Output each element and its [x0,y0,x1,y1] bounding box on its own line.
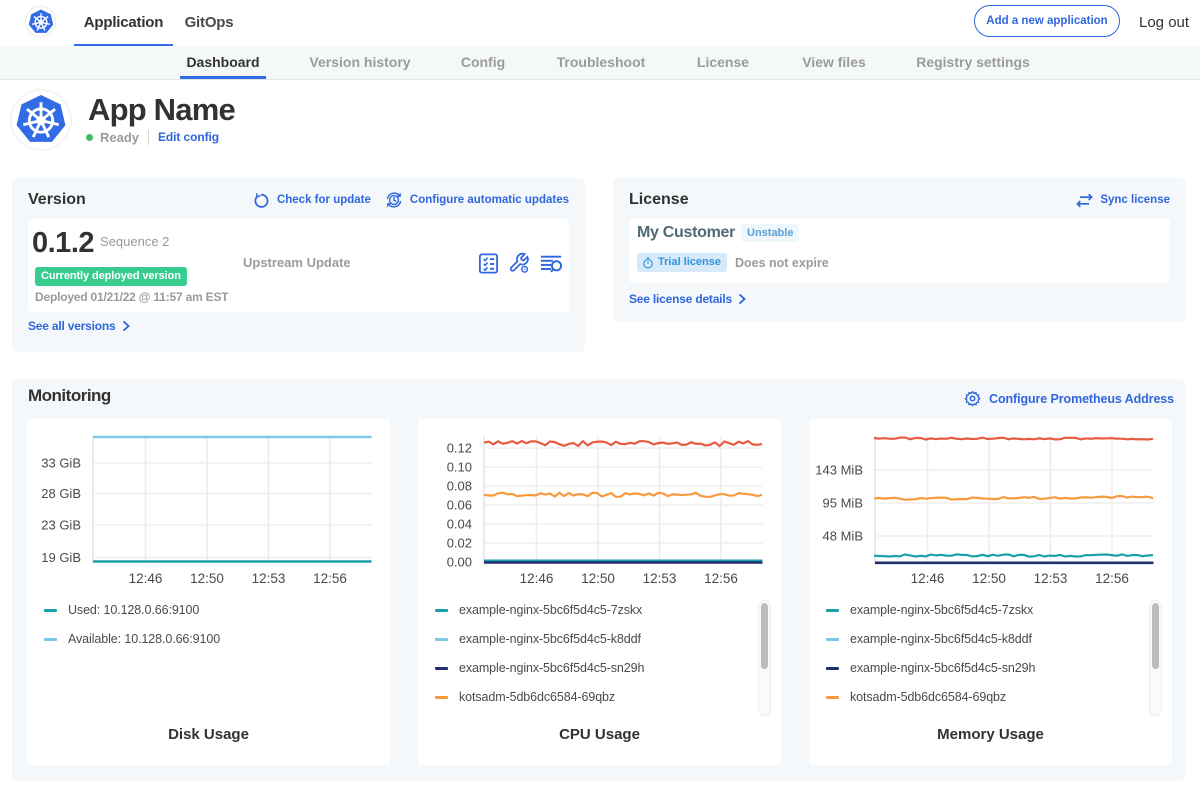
svg-text:33 GiB: 33 GiB [41,456,81,471]
svg-text:12:50: 12:50 [581,571,615,586]
svg-text:12:56: 12:56 [313,571,347,586]
svg-text:0.04: 0.04 [447,517,472,532]
svg-text:19 GiB: 19 GiB [41,550,81,565]
svg-text:0.06: 0.06 [447,498,472,513]
svg-text:95 MiB: 95 MiB [823,496,863,511]
svg-text:12:46: 12:46 [911,571,945,586]
svg-text:48 MiB: 48 MiB [823,529,863,544]
svg-text:12:56: 12:56 [704,571,738,586]
svg-text:0.02: 0.02 [447,536,472,551]
svg-text:12:50: 12:50 [972,571,1006,586]
svg-text:143 MiB: 143 MiB [815,463,863,478]
svg-text:0.08: 0.08 [447,479,472,494]
svg-text:28 GiB: 28 GiB [41,486,81,501]
svg-text:23 GiB: 23 GiB [41,518,81,533]
svg-text:12:46: 12:46 [520,571,554,586]
svg-text:0.12: 0.12 [447,441,472,456]
svg-text:12:53: 12:53 [643,571,677,586]
svg-text:12:50: 12:50 [190,571,224,586]
svg-text:12:56: 12:56 [1095,571,1129,586]
svg-text:12:46: 12:46 [129,571,163,586]
svg-text:12:53: 12:53 [252,571,286,586]
svg-text:0.10: 0.10 [447,460,472,475]
svg-text:12:53: 12:53 [1034,571,1068,586]
svg-text:0.00: 0.00 [447,555,472,570]
